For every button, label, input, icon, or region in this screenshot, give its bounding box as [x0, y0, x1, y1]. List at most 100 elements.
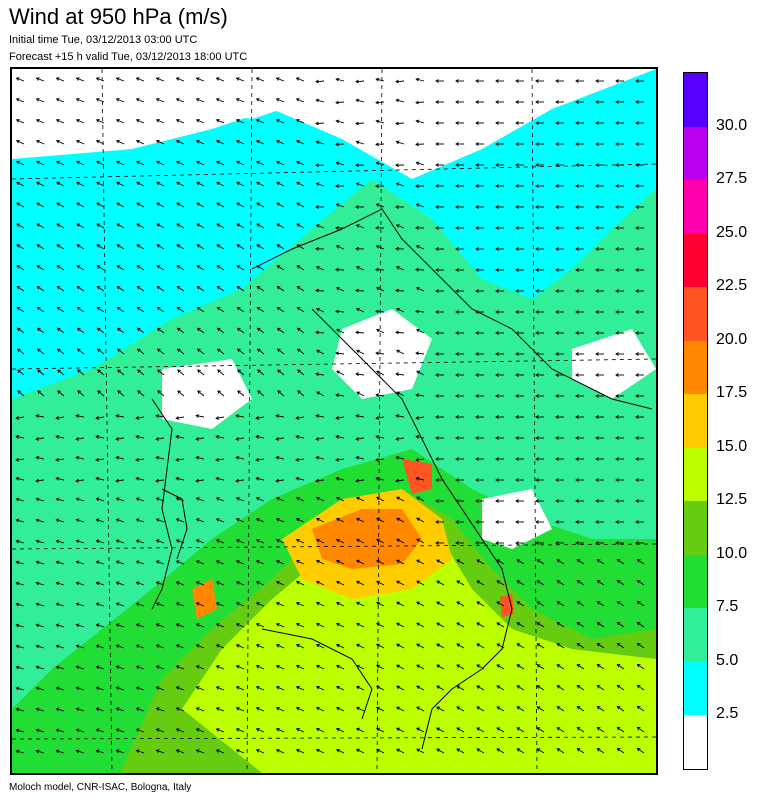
- wind-arrow: [297, 286, 305, 292]
- wind-arrow-head: [616, 727, 621, 731]
- wind-arrow: [96, 603, 105, 607]
- wind-arrow-head: [15, 476, 20, 481]
- wind-arrow-head: [76, 286, 81, 290]
- wind-arrow-head: [375, 203, 380, 207]
- wind-arrow-head: [16, 160, 20, 165]
- wind-arrow-head: [295, 496, 300, 501]
- wind-arrow-head: [335, 706, 340, 711]
- wind-arrow-head: [355, 307, 360, 312]
- wind-arrow-head: [435, 121, 439, 125]
- wind-arrow: [76, 708, 85, 712]
- wind-arrow-head: [515, 457, 519, 461]
- wind-arrow: [296, 244, 305, 250]
- wind-arrow-head: [57, 390, 61, 394]
- wind-arrow: [376, 707, 385, 712]
- wind-arrow: [416, 458, 425, 461]
- wind-arrow: [516, 664, 525, 670]
- wind-arrow: [476, 664, 485, 670]
- wind-arrow-head: [615, 226, 619, 230]
- colorbar-segment: [684, 233, 707, 288]
- wind-arrow-head: [535, 142, 539, 146]
- wind-arrow-head: [535, 457, 539, 461]
- wind-arrow: [116, 479, 125, 482]
- wind-arrow: [316, 602, 325, 607]
- wind-arrow-head: [556, 748, 561, 752]
- wind-arrow-head: [396, 538, 400, 543]
- wind-arrow-head: [375, 119, 380, 124]
- wind-arrow-head: [555, 352, 559, 356]
- wind-arrow: [196, 265, 205, 271]
- wind-arrow-head: [55, 118, 60, 123]
- wind-arrow-head: [516, 601, 521, 605]
- wind-arrow-head: [255, 686, 260, 690]
- wind-arrow: [296, 686, 305, 691]
- wind-arrow: [76, 582, 85, 586]
- wind-arrow-head: [256, 223, 261, 227]
- wind-arrow: [577, 727, 585, 733]
- wind-arrow-head: [495, 268, 499, 272]
- wind-arrow: [396, 727, 405, 733]
- wind-arrow-head: [275, 414, 280, 418]
- wind-arrow-head: [76, 160, 80, 165]
- wind-arrow: [176, 707, 185, 712]
- wind-arrow-head: [195, 455, 200, 460]
- wind-arrow: [176, 602, 185, 607]
- wind-arrow: [196, 707, 205, 712]
- wind-arrow-head: [335, 517, 340, 522]
- wind-arrow: [476, 601, 485, 607]
- wind-arrow: [96, 161, 105, 166]
- wind-arrow-head: [575, 394, 579, 398]
- wind-arrow-head: [415, 416, 420, 420]
- wind-arrow-head: [555, 436, 559, 440]
- wind-arrow-head: [216, 223, 221, 227]
- wind-arrow: [217, 348, 225, 355]
- wind-arrow-head: [595, 226, 599, 230]
- wind-arrow-head: [435, 373, 439, 377]
- wind-arrow-head: [396, 685, 400, 690]
- wind-arrow: [536, 601, 545, 607]
- wind-arrow-head: [155, 455, 160, 460]
- wind-arrow-head: [315, 601, 320, 606]
- wind-arrow-head: [135, 118, 140, 123]
- wind-arrow: [276, 437, 285, 440]
- wind-arrow-head: [555, 247, 559, 251]
- wind-arrow-head: [496, 685, 501, 689]
- wind-arrow: [196, 415, 205, 418]
- wind-arrow: [376, 644, 385, 649]
- wind-arrow: [176, 518, 185, 523]
- wind-arrow-head: [355, 478, 359, 483]
- wind-arrow: [97, 307, 105, 313]
- wind-arrow-head: [255, 539, 260, 543]
- wind-arrow-head: [516, 559, 521, 563]
- wind-arrow-head: [375, 161, 380, 166]
- wind-arrow: [36, 140, 45, 145]
- wind-arrow-head: [256, 244, 261, 248]
- wind-arrow-head: [77, 390, 81, 394]
- wind-arrow: [276, 707, 285, 712]
- wind-arrow: [156, 497, 165, 502]
- wind-arrow: [157, 327, 165, 334]
- wind-arrow: [36, 223, 45, 229]
- wind-arrow: [577, 601, 585, 607]
- wind-arrow-head: [515, 268, 519, 272]
- wind-arrow-head: [176, 202, 180, 207]
- wind-arrow: [76, 645, 85, 649]
- wind-arrow: [416, 352, 425, 355]
- wind-arrow-head: [315, 643, 320, 648]
- wind-arrow: [176, 560, 185, 565]
- wind-arrow-head: [636, 579, 641, 584]
- wind-arrow-head: [95, 581, 100, 586]
- wind-arrow: [316, 623, 325, 628]
- wind-arrow: [197, 286, 205, 292]
- wind-arrow-head: [396, 664, 400, 669]
- wind-arrow: [376, 581, 385, 586]
- wind-arrow-head: [117, 390, 121, 394]
- wind-arrow-head: [595, 205, 599, 209]
- wind-arrow-head: [556, 580, 561, 584]
- wind-arrow-head: [276, 348, 281, 353]
- wind-arrow-head: [295, 727, 300, 732]
- wind-arrow: [156, 728, 165, 733]
- wind-arrow-head: [455, 184, 459, 188]
- wind-arrow-head: [36, 348, 41, 353]
- wind-arrow: [56, 161, 65, 166]
